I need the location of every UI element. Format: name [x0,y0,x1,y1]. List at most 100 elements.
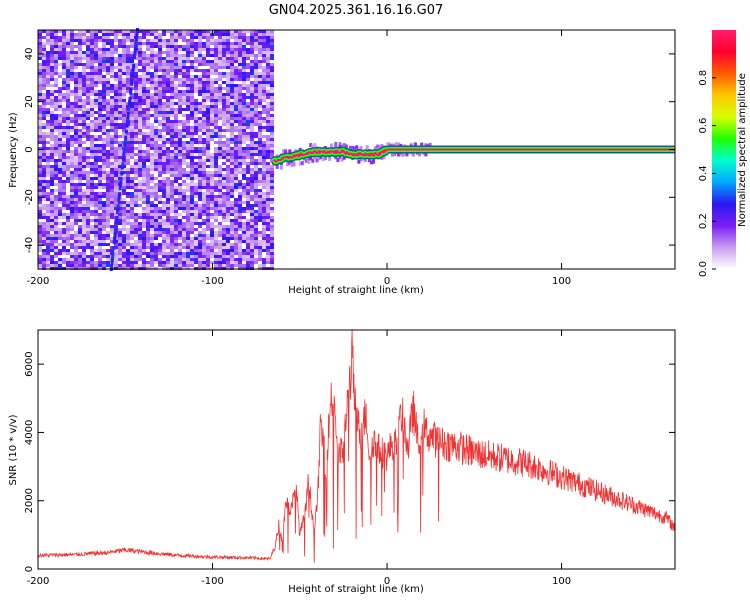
spectrogram-cell [86,48,90,51]
spectrogram-cell [242,87,246,90]
spectrogram-cell [158,93,162,96]
spectrogram-cell [86,210,90,213]
spectrogram-cell [134,117,138,120]
spectrogram-cell [258,231,262,234]
spectrogram-cell [254,147,258,150]
spectrogram-cell [238,180,242,183]
spectrogram-cell [226,78,230,81]
spectrogram-cell [246,117,250,120]
spectrogram-cell [170,39,174,42]
spectrogram-cell [50,120,54,123]
spectrogram-cell [194,195,198,198]
drift-line-segment [123,144,127,149]
spectrogram-cell [202,96,206,99]
spectrogram-cell [186,171,190,174]
spectrogram-cell [266,63,270,66]
spectrogram-cell [206,186,210,189]
spectrogram-cell [194,210,198,213]
spectrogram-cell [214,195,218,198]
spectrogram-cell [38,63,42,66]
spectrogram-cell [162,51,166,54]
spectrogram-cell [50,75,54,78]
spectrogram-cell [66,90,70,93]
spectrogram-cell [134,201,138,204]
drift-line-segment [113,234,117,239]
spectrogram-cell [238,132,242,135]
spectrogram-cell [54,105,58,108]
spectrogram-cell [118,246,122,249]
spectrogram-cell [74,165,78,168]
spectrogram-cell [242,153,246,156]
spectrogram-cell [114,72,118,75]
spectrogram-cell [186,219,190,222]
spectrogram-cell [86,156,90,159]
spectrogram-cell [166,165,170,168]
spectrogram-cell [242,189,246,192]
spectrogram-cell [54,135,58,138]
spectrogram-cell [166,48,170,51]
spectrogram-cell [194,129,198,132]
spectrogram-cell [258,219,262,222]
spectrogram-cell [94,96,98,99]
spectrogram-cell [42,183,46,186]
spectrogram-cell [134,213,138,216]
spectrogram-cell [202,234,206,237]
spectrogram-cell [150,180,154,183]
spectrogram-cell [74,219,78,222]
spectrogram-cell [234,204,238,207]
spectrogram-cell [154,99,158,102]
spectrogram-cell [54,234,58,237]
spectrogram-cell [70,213,74,216]
spectrogram-cell [86,180,90,183]
spectrogram-cell [190,237,194,240]
spectrogram-cell [94,249,98,252]
spectrogram-cell [114,45,118,48]
spectrogram-cell [262,117,266,120]
spectrogram-cell [254,36,258,39]
spectrogram-cell [238,78,242,81]
spectrogram-cell [198,75,202,78]
spectrogram-cell [138,54,142,57]
spectrogram-cell [58,243,62,246]
drift-line-segment [123,141,127,146]
spectrogram-cell [90,147,94,150]
spectrogram-cell [170,165,174,168]
spectrogram-cell [250,183,254,186]
spectrogram-cell [50,36,54,39]
spectrogram-cell [234,249,238,252]
spectrogram-cell [250,147,254,150]
spectrogram-cell [266,216,270,219]
spectrogram-cell [102,33,106,36]
spectrogram-cell [134,240,138,243]
spectrogram-cell [54,201,58,204]
spectrogram-cell [138,60,142,63]
spectrogram-cell [42,228,46,231]
spectrogram-cell [82,171,86,174]
spectrogram-cell [162,57,166,60]
spectrogram-cell [190,261,194,264]
spectrogram-cell [234,72,238,75]
spectrogram-cell [98,216,102,219]
spectrogram-cell [178,252,182,255]
spectrogram-cell [258,243,262,246]
spectrogram-cell [194,165,198,168]
spectrogram-cell [54,213,58,216]
spectrogram-cell [94,252,98,255]
spectrogram-cell [170,240,174,243]
spectrogram-cell [66,135,70,138]
spectrogram-cell [170,255,174,258]
spectrogram-cell [218,201,222,204]
spectrogram-cell [254,177,258,180]
spectrogram-cell [42,144,46,147]
spectrogram-cell [94,204,98,207]
spectrogram-cell [58,54,62,57]
spectrogram-cell [146,39,150,42]
spectrogram-cell [70,204,74,207]
spectrogram-cell [46,30,50,33]
spectrogram-cell [106,84,110,87]
spectrogram-cell [174,150,178,153]
spectrogram-cell [94,60,98,63]
spectrogram-cell [234,144,238,147]
spectrogram-cell [78,78,82,81]
spectrogram-cell [230,228,234,231]
